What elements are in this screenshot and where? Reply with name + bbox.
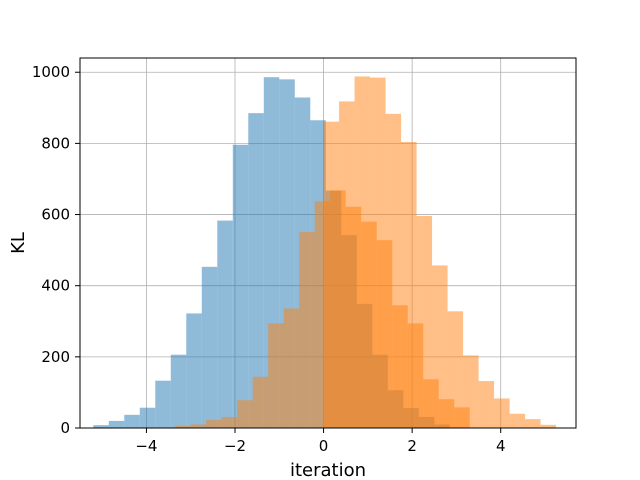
- x-tick-label: −4: [135, 437, 157, 455]
- histogram-bar: [93, 425, 109, 428]
- plot-frame: [79, 57, 577, 429]
- histogram-bar: [268, 323, 284, 428]
- histogram-bar: [108, 420, 125, 428]
- x-tick-label: 0: [319, 437, 329, 455]
- y-axis: 0 200 400 600 800 1000: [32, 63, 80, 437]
- bars: [93, 76, 557, 429]
- x-tick-label: −2: [224, 437, 246, 455]
- y-tick-label: 800: [41, 134, 70, 152]
- histogram-bar: [252, 376, 269, 428]
- histogram-bar: [385, 113, 402, 428]
- histogram-bar: [206, 419, 222, 428]
- histogram-bar: [299, 231, 315, 428]
- histogram-bar: [354, 76, 371, 428]
- histogram-bar: [124, 414, 140, 428]
- x-axis: −4 −2 0 2 4: [135, 428, 505, 455]
- histogram-bar: [186, 313, 202, 428]
- histogram-bar: [283, 308, 300, 428]
- histogram-bar: [370, 77, 386, 428]
- histogram-bar: [248, 113, 264, 429]
- y-axis-label: KL: [8, 232, 29, 254]
- histogram-bar: [494, 398, 510, 428]
- histogram-bar: [175, 425, 191, 428]
- histogram-bar: [323, 121, 340, 429]
- histogram-bar: [447, 311, 464, 428]
- histogram-bar: [401, 141, 417, 428]
- histogram-bar: [463, 355, 479, 428]
- y-tick-label: 600: [41, 206, 70, 224]
- x-axis-label: iteration: [290, 460, 366, 480]
- histogram-bar: [201, 266, 218, 428]
- histogram-bar: [339, 101, 355, 429]
- histogram-bar: [190, 424, 207, 428]
- histogram-bar: [221, 416, 238, 428]
- histogram-bar: [237, 400, 253, 428]
- histogram-bar: [139, 407, 156, 428]
- y-tick-label: 400: [41, 277, 70, 295]
- histogram-bar: [432, 265, 448, 428]
- histogram-bar: [217, 220, 233, 428]
- histogram-bar: [170, 354, 187, 428]
- histogram-bar: [155, 380, 171, 428]
- histogram-bar: [478, 381, 495, 428]
- y-tick-label: 1000: [32, 63, 70, 81]
- histogram-bar: [232, 144, 249, 429]
- x-tick-label: 2: [407, 437, 417, 455]
- y-tick-label: 200: [41, 348, 70, 366]
- y-tick-label: 0: [60, 419, 70, 437]
- histogram-bar: [540, 424, 557, 428]
- histogram-bar: [509, 413, 526, 428]
- histogram-bar: [525, 419, 541, 428]
- histogram-bar: [416, 215, 433, 428]
- x-tick-label: 4: [496, 437, 506, 455]
